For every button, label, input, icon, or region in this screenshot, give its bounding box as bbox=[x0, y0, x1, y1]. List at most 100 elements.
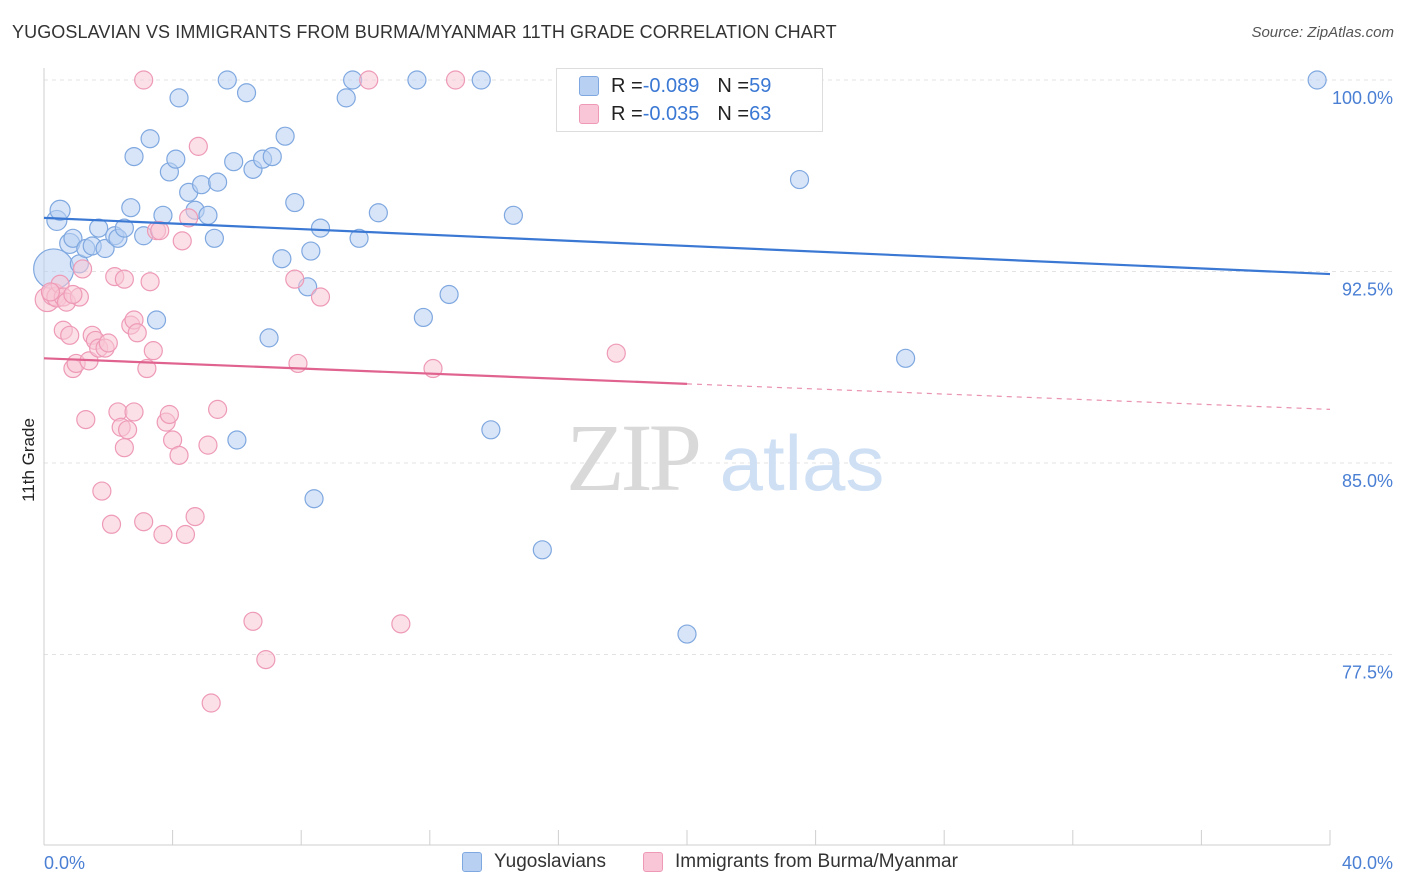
burma-point bbox=[175, 524, 196, 545]
burma-point bbox=[134, 512, 154, 532]
y-tick-label: 92.5% bbox=[1342, 280, 1393, 300]
axes-layer bbox=[43, 68, 1331, 846]
yugoslavian-point bbox=[1307, 70, 1327, 90]
legend-n-label: N = bbox=[717, 74, 750, 97]
series-legend-burma[interactable]: Immigrants from Burma/Myanmar bbox=[643, 851, 958, 873]
burma-point bbox=[179, 208, 199, 228]
yugoslavian-point bbox=[503, 205, 523, 225]
yugoslavian-point bbox=[49, 199, 71, 221]
yugoslavian-point bbox=[169, 88, 189, 108]
burma-point bbox=[201, 693, 221, 713]
legend-row-yugoslavians: R = -0.089 N = 59 bbox=[579, 73, 771, 99]
yugoslavian-point bbox=[208, 172, 228, 192]
yugoslavian-point bbox=[349, 228, 369, 248]
yugoslavian-point bbox=[191, 175, 212, 195]
burma-point bbox=[185, 507, 205, 527]
correlation-legend: R = -0.089 N = 59 R = -0.035 N = 63 bbox=[556, 68, 823, 132]
points-layer bbox=[33, 70, 1327, 713]
series-swatch-pink bbox=[643, 852, 663, 872]
burma-trend-line bbox=[43, 357, 688, 385]
series-swatch-blue bbox=[462, 852, 482, 872]
legend-swatch-blue bbox=[579, 76, 599, 96]
watermark-atlas: atlas bbox=[720, 419, 885, 507]
burma-point bbox=[124, 402, 144, 422]
yugoslavian-point bbox=[677, 624, 697, 644]
burma-trend-line-extension bbox=[686, 383, 1331, 410]
burma-point bbox=[150, 221, 170, 241]
legend-swatch-pink bbox=[579, 104, 599, 124]
burma-point bbox=[63, 284, 83, 305]
burma-point bbox=[98, 333, 118, 353]
yugoslavian-point bbox=[63, 228, 83, 248]
yugoslavian-point bbox=[89, 218, 109, 238]
yugoslavian-point bbox=[275, 126, 295, 146]
burma-point bbox=[172, 231, 192, 251]
yugoslavian-point bbox=[310, 218, 331, 238]
yugoslavian-point bbox=[95, 238, 115, 259]
yugoslavian-point bbox=[272, 249, 292, 269]
legend-n-value: 63 bbox=[749, 102, 772, 125]
x-tick-label-min: 0.0% bbox=[44, 853, 85, 873]
burma-point bbox=[40, 282, 61, 302]
burma-point bbox=[114, 269, 134, 289]
legend-n-value: 59 bbox=[749, 74, 772, 97]
burma-point bbox=[117, 420, 138, 440]
legend-r-value: -0.089 bbox=[642, 74, 700, 97]
series-legend: Yugoslavians Immigrants from Burma/Myanm… bbox=[0, 851, 1406, 879]
yugoslavian-point bbox=[343, 70, 363, 90]
yugoslavian-point bbox=[471, 70, 491, 90]
burma-point bbox=[60, 325, 80, 345]
burma-point bbox=[256, 650, 276, 670]
burma-point bbox=[92, 481, 112, 501]
yugoslavian-point bbox=[114, 218, 134, 238]
watermark: ZIP atlas bbox=[566, 404, 884, 511]
yugoslavian-point bbox=[146, 310, 167, 330]
yugoslavian-point bbox=[236, 83, 257, 103]
yugoslavian-point bbox=[336, 88, 356, 108]
yugoslavian-point bbox=[262, 147, 282, 167]
burma-point bbox=[137, 358, 157, 379]
yugoslavian-point bbox=[304, 489, 324, 509]
yugoslavian-point bbox=[896, 348, 916, 368]
chart-title: YUGOSLAVIAN VS IMMIGRANTS FROM BURMA/MYA… bbox=[12, 22, 837, 42]
legend-r-label: R = bbox=[611, 102, 643, 125]
burma-point bbox=[208, 399, 228, 419]
watermark-zip: ZIP bbox=[566, 404, 699, 511]
yugoslavian-point bbox=[285, 192, 305, 213]
yugoslavian-point bbox=[413, 307, 433, 328]
burma-point bbox=[72, 259, 93, 279]
burma-point bbox=[310, 287, 331, 307]
legend-r-label: R = bbox=[611, 74, 643, 97]
burma-point bbox=[188, 136, 208, 156]
yugoslavian-point bbox=[259, 328, 279, 348]
burma-point bbox=[114, 438, 134, 458]
burma-point bbox=[391, 614, 411, 634]
series-legend-yugoslavians[interactable]: Yugoslavians bbox=[462, 851, 606, 873]
yugoslavian-point bbox=[481, 420, 501, 440]
burma-point bbox=[143, 341, 163, 361]
burma-point bbox=[606, 343, 626, 363]
y-tick-label: 77.5% bbox=[1342, 663, 1393, 683]
y-tick-label: 100.0% bbox=[1332, 88, 1393, 108]
burma-point bbox=[101, 514, 122, 534]
y-tick-label: 85.0% bbox=[1342, 471, 1393, 491]
burma-point bbox=[140, 272, 160, 292]
burma-point bbox=[76, 409, 96, 430]
burma-point bbox=[285, 269, 305, 289]
yugoslavian-point bbox=[532, 540, 552, 560]
series-legend-label: Immigrants from Burma/Myanmar bbox=[675, 851, 958, 872]
yugoslavian-point bbox=[204, 228, 224, 248]
burma-point bbox=[198, 435, 218, 455]
series-legend-label: Yugoslavians bbox=[494, 851, 606, 872]
yugoslavian-point bbox=[124, 147, 144, 167]
yugoslavian-point bbox=[439, 284, 459, 305]
x-tick-label-max: 40.0% bbox=[1342, 853, 1393, 873]
burma-point bbox=[159, 404, 179, 425]
labels-layer: 11th Grade 0.0% 40.0% 77.5% 85.0% 92.5% 100… bbox=[19, 88, 1393, 873]
burma-point bbox=[127, 323, 147, 343]
chart-source: Source: ZipAtlas.com bbox=[1251, 24, 1394, 41]
yugoslavian-point bbox=[121, 198, 141, 218]
yugoslavian-point bbox=[217, 70, 237, 90]
yugoslavian-point bbox=[368, 203, 388, 223]
